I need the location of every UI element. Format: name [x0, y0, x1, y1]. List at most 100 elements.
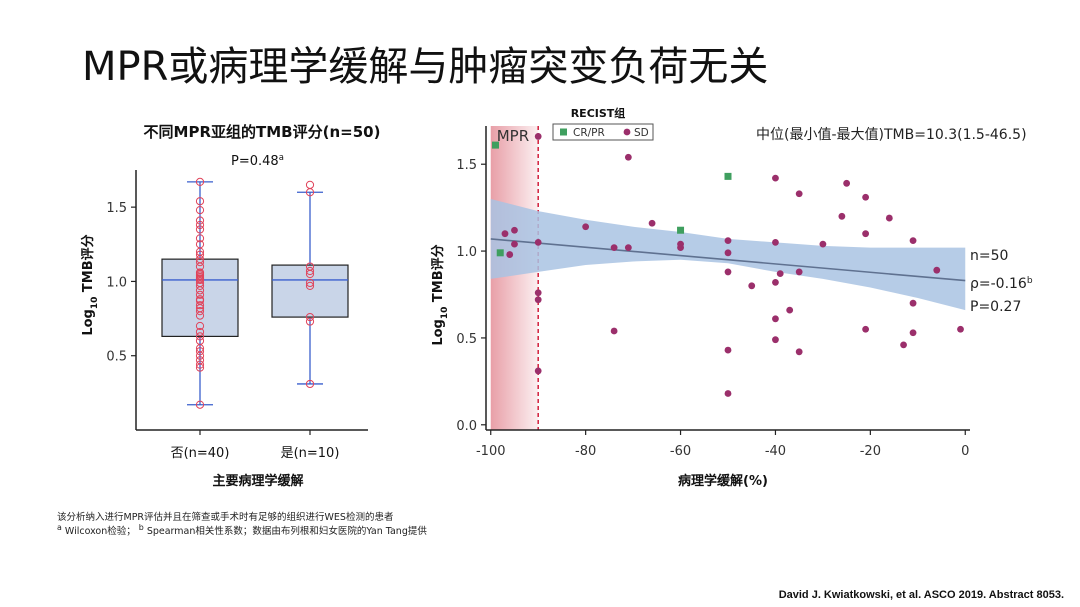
box-data-point — [195, 332, 205, 341]
box-data-point — [195, 327, 205, 337]
scatter-point-sd — [724, 390, 732, 397]
box-data-point — [305, 312, 315, 322]
scatter-point-sd — [885, 214, 893, 222]
box-data-point — [195, 356, 205, 365]
footnote-b-mark: b — [138, 523, 144, 532]
scatter-point-sd — [624, 244, 632, 252]
scatter-point-sd — [772, 174, 779, 182]
box-data-point — [305, 281, 315, 290]
scatter-point-sd — [506, 251, 514, 258]
box-y-tick-label: 1.0 — [106, 275, 127, 290]
box-data-point — [305, 266, 315, 276]
box-x-tick-label: 是(n=10) — [281, 446, 340, 461]
scatter-point-sd — [624, 153, 632, 161]
stats-p: P=0.27 — [970, 299, 1021, 315]
box-y-axis-title: Log10 TMB评分 — [80, 234, 100, 335]
box-data-point — [195, 360, 205, 369]
scatter-point-sd — [511, 240, 518, 248]
scatter-point-sd — [795, 190, 803, 198]
box-y-tick-label: 0.5 — [106, 350, 127, 365]
scatter-point-sd — [862, 230, 870, 238]
legend-crpr-swatch — [560, 128, 567, 136]
scatter-x-tick-label: -40 — [765, 444, 786, 459]
box-pvalue: P=0.48a — [231, 152, 284, 169]
scatter-point-sd — [933, 266, 941, 274]
scatter-y-tick-label: 1.5 — [456, 158, 477, 173]
scatter-x-tick-label: -100 — [476, 444, 506, 459]
box-data-point — [195, 216, 205, 225]
box-data-point — [305, 278, 315, 288]
scatter-point-sd — [838, 212, 846, 220]
scatter-point-sd — [724, 346, 732, 354]
scatter-point-sd — [511, 226, 518, 234]
scatter-point-sd — [534, 238, 542, 246]
box-data-point — [195, 225, 205, 234]
box-data-point — [195, 177, 205, 186]
scatter-point-sd — [534, 133, 542, 140]
mpr-region — [490, 126, 539, 430]
box-chart-title: 不同MPR亚组的TMB评分(n=50) — [144, 123, 381, 141]
box-data-point — [195, 307, 205, 316]
box-data-point — [195, 206, 205, 215]
box-x-tick-label: 否(n=40) — [171, 446, 230, 461]
scatter-point-sd — [862, 193, 870, 201]
scatter-point-sd — [648, 219, 656, 227]
scatter-point-crpr — [496, 249, 504, 257]
scatter-point-sd — [610, 327, 618, 335]
box-data-point — [195, 240, 205, 249]
box-data-point — [195, 400, 205, 409]
box-data-point — [305, 379, 315, 389]
scatter-point-sd — [795, 348, 803, 356]
box-data-point — [305, 180, 315, 189]
scatter-x-tick-label: -20 — [860, 444, 881, 459]
box-data-point — [195, 290, 205, 299]
box-data-point — [195, 220, 205, 230]
scatter-point-sd — [772, 278, 779, 286]
scatter-y-tick-label: 0.0 — [456, 419, 477, 434]
scatter-point-sd — [534, 367, 542, 375]
scatter-point-sd — [582, 223, 590, 231]
scatter-point-sd — [534, 296, 542, 304]
legend-box — [552, 123, 654, 141]
box-x-axis-title: 主要病理学缓解 — [212, 473, 303, 489]
scatter-point-sd — [795, 268, 803, 276]
box-data-point — [195, 301, 205, 310]
stats-rho: ρ=-0.16b — [970, 276, 1033, 292]
box-y-tick-label: 1.5 — [106, 201, 127, 216]
box-data-point — [195, 250, 205, 259]
scatter-point-sd — [862, 325, 870, 333]
legend-title: RECIST组 — [571, 106, 626, 120]
box-data-point — [305, 317, 315, 326]
scatter-point-sd — [534, 289, 542, 297]
box-data-point — [195, 197, 205, 206]
legend-sd-swatch — [623, 128, 631, 136]
scatter-x-tick-label: 0 — [961, 444, 969, 459]
scatter-point-sd — [909, 299, 917, 307]
scatter-point-sd — [900, 341, 907, 349]
stats-n: n=50 — [970, 248, 1008, 264]
scatter-point-sd — [724, 268, 732, 276]
scatter-point-sd — [724, 237, 732, 245]
regression-line — [490, 238, 966, 282]
footnote-line-2: a Wilcoxon检验； b Spearman相关性系数；数据由布列根和妇女医… — [57, 523, 427, 537]
scatter-point-sd — [724, 249, 732, 257]
scatter-point-crpr — [677, 226, 685, 234]
box-data-point — [195, 347, 205, 356]
box-data-point — [305, 262, 315, 271]
box-data-point — [195, 234, 205, 243]
footnote-a-mark: a — [57, 523, 62, 532]
scatter-point-sd — [776, 270, 784, 278]
citation: David J. Kwiatkowski, et al. ASCO 2019. … — [778, 589, 1064, 601]
scatter-point-sd — [748, 282, 756, 290]
scatter-point-sd — [843, 179, 851, 187]
scatter-x-tick-label: -80 — [575, 444, 596, 459]
scatter-point-sd — [909, 237, 917, 245]
scatter-point-sd — [786, 306, 794, 314]
scatter-point-sd — [772, 238, 779, 246]
scatter-point-sd — [957, 325, 964, 333]
scatter-point-crpr — [491, 141, 499, 149]
scatter-x-axis-title: 病理学缓解(%) — [678, 473, 768, 489]
box-data-point — [195, 321, 205, 331]
scatter-point-sd — [501, 230, 509, 238]
scatter-y-tick-label: 0.5 — [456, 332, 477, 347]
